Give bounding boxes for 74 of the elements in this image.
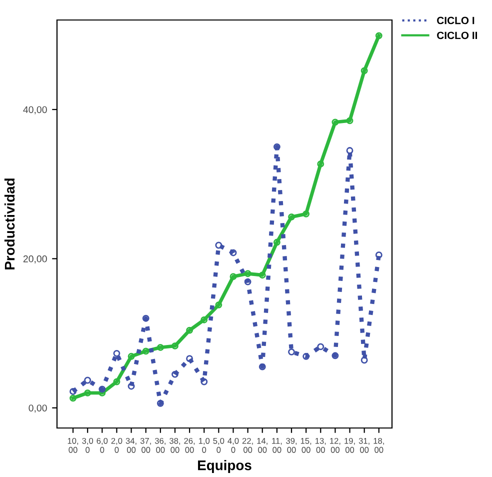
point: [70, 388, 76, 395]
line-series: [70, 143, 382, 407]
x-tick-label: 39, 00: [286, 438, 297, 453]
point: [113, 378, 120, 386]
x-tick-label: 12, 00: [330, 438, 340, 453]
legend-label: CICLO II: [437, 32, 478, 40]
x-tick-label: 3,0 0: [82, 438, 94, 453]
point: [273, 238, 280, 246]
point: [172, 342, 178, 350]
point: [346, 117, 354, 124]
point: [128, 352, 135, 360]
point: [98, 386, 106, 393]
point: [288, 213, 295, 220]
x-tick-label: 6,0 0: [96, 438, 108, 453]
point: [244, 270, 252, 278]
y-tick-label: 0,00: [28, 404, 47, 413]
point: [128, 382, 135, 390]
x-tick-label: 13, 00: [315, 438, 326, 453]
x-tick-label: 4,0 0: [228, 438, 239, 453]
point: [332, 352, 339, 360]
line-series: [70, 32, 382, 402]
x-tick-label: 36, 00: [154, 438, 166, 453]
point: [332, 118, 339, 126]
point: [346, 147, 354, 154]
point: [215, 242, 222, 249]
y-tick-label: 40,00: [23, 106, 47, 114]
point: [258, 363, 266, 370]
point: [113, 350, 120, 357]
x-tick-label: 11, 00: [272, 438, 282, 453]
x-tick-label: 15, 00: [300, 438, 312, 453]
x-tick-label: 1,0 0: [198, 438, 210, 453]
point: [258, 272, 266, 279]
x-tick-label: 22, 00: [242, 438, 253, 453]
x-tick-label: 37, 00: [140, 438, 151, 453]
point: [230, 273, 237, 280]
point: [200, 378, 208, 386]
x-tick-label: 5,0 0: [213, 438, 224, 453]
x-tick-label: 19, 00: [344, 438, 355, 453]
point: [360, 356, 368, 364]
point: [70, 394, 76, 402]
point: [142, 314, 150, 322]
point: [142, 348, 150, 355]
y-tick-label: 20,00: [23, 255, 47, 264]
x-tick-label: 34, 00: [126, 438, 136, 453]
point: [360, 67, 368, 74]
point: [317, 160, 324, 168]
point: [172, 370, 178, 378]
point: [156, 400, 164, 407]
point: [375, 251, 382, 258]
x-axis-title: Equipos: [198, 460, 252, 473]
x-tick-label: 31, 00: [358, 438, 370, 453]
point: [200, 316, 208, 324]
x-tick-label: 38, 00: [170, 438, 180, 453]
x-tick-label: 14, 00: [257, 438, 268, 453]
point: [84, 389, 92, 396]
x-tick-label: 26, 00: [184, 438, 195, 453]
legend-label: CICLO I: [437, 16, 474, 24]
point: [302, 210, 310, 218]
x-tick-label: 2,0 0: [111, 438, 122, 453]
point: [273, 143, 280, 150]
point: [375, 32, 382, 40]
point: [156, 344, 164, 351]
point: [186, 326, 194, 334]
point: [317, 343, 324, 350]
point: [186, 355, 194, 362]
x-tick-label: 18, 00: [374, 438, 384, 453]
point: [230, 249, 237, 256]
point: [288, 348, 295, 356]
point: [244, 278, 252, 286]
point: [84, 376, 92, 384]
y-axis-title: Productividad: [4, 178, 15, 270]
point: [302, 352, 310, 360]
point: [215, 301, 222, 308]
x-tick-label: 10, 00: [68, 438, 78, 453]
